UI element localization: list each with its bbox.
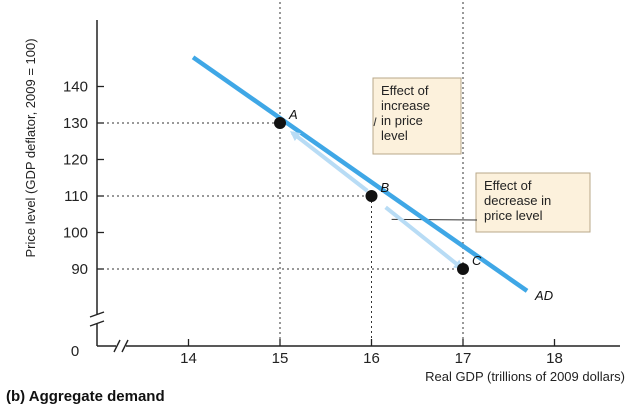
- y-tick-label-100: 100: [63, 225, 88, 242]
- y-axis-title: Price level (GDP deflator, 2009 = 100): [23, 38, 38, 257]
- x-tick-label-18: 18: [546, 350, 563, 367]
- point-label-B: B: [381, 180, 390, 195]
- annotation-2-line-2: decrease in: [484, 193, 551, 208]
- x-axis-break-1: [113, 339, 121, 353]
- y-tick-label-90: 90: [71, 261, 88, 278]
- y-tick-label-130: 130: [63, 115, 88, 132]
- y-tick-label-110: 110: [64, 188, 88, 205]
- y-axis-break-2: [89, 320, 105, 327]
- x-tick-label-15: 15: [272, 350, 289, 367]
- annotation-2-line-3: price level: [484, 208, 543, 223]
- x-tick-label-16: 16: [363, 350, 380, 367]
- x-axis-break-2: [121, 339, 129, 353]
- series-layer: AD: [191, 55, 553, 303]
- annotation-leader-1: [373, 117, 377, 127]
- x-tick-label-17: 17: [455, 350, 472, 367]
- movement-arrow-1: [289, 131, 369, 193]
- annotation-1-line-4: level: [381, 128, 408, 143]
- arrows-layer: [289, 131, 464, 270]
- y-axis-break-1: [89, 311, 105, 318]
- annotation-leader-2: [391, 218, 478, 221]
- chart-caption: (b) Aggregate demand: [6, 388, 165, 405]
- x-axis-title: Real GDP (trillions of 2009 dollars): [425, 369, 625, 384]
- annotation-box-1: [372, 77, 462, 155]
- axes: [89, 20, 620, 353]
- point-label-C: C: [472, 253, 482, 268]
- annotation-1-line-2: increase: [381, 98, 430, 113]
- series-line-AD: [191, 55, 529, 293]
- y-tick-label-140: 140: [63, 79, 88, 96]
- annotation-1-line-1: Effect of: [381, 83, 429, 98]
- points-layer: A B C: [274, 107, 482, 275]
- ticks: 14 15 16 17 18 90 100 110 120 130 140: [63, 79, 563, 368]
- movement-arrow-2: [384, 205, 464, 270]
- annotation-box-2: [475, 172, 591, 233]
- point-label-A: A: [288, 107, 298, 122]
- annotation-2-line-1: Effect of: [484, 178, 532, 193]
- point-B: [365, 190, 378, 202]
- origin-label: 0: [71, 343, 79, 360]
- series-label-AD: AD: [534, 288, 553, 303]
- point-A: [274, 117, 286, 129]
- x-tick-label-14: 14: [180, 350, 197, 367]
- point-C: [457, 263, 469, 275]
- dashed-guides: [97, 2, 464, 346]
- y-tick-label-120: 120: [63, 152, 88, 169]
- annotation-1-line-3: in price: [381, 113, 423, 128]
